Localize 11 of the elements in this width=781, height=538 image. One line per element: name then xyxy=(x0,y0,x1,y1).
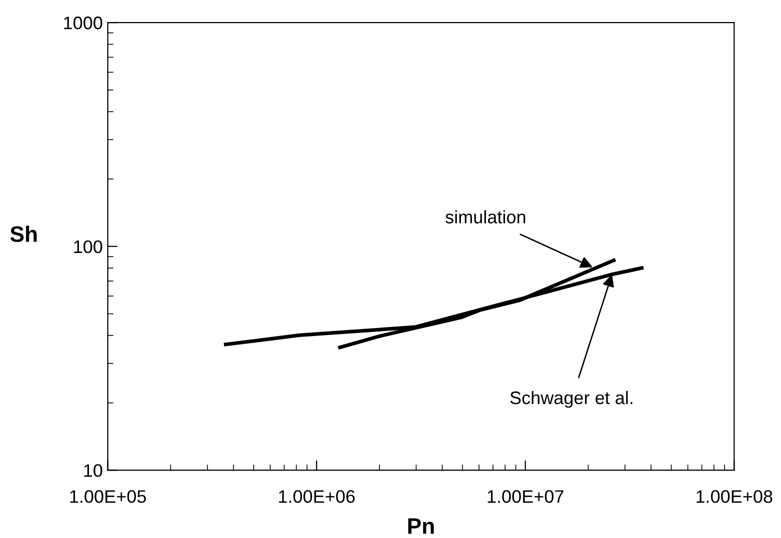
x-tick-label: 1.00E+08 xyxy=(696,490,772,503)
x-axis-title: Pn xyxy=(408,518,434,534)
annotation: Schwager et al. xyxy=(510,390,632,408)
x-tick-label: 1.00E+07 xyxy=(488,490,564,503)
x-tick-label: 1.00E+05 xyxy=(70,490,146,503)
y-tick-label: 1000 xyxy=(64,16,102,30)
y-axis-title: Sh xyxy=(10,226,37,242)
annotation: simulation xyxy=(446,210,526,224)
x-tick-label: 1.00E+06 xyxy=(279,490,355,503)
y-tick-label: 10 xyxy=(84,464,102,477)
y-tick-label: 100 xyxy=(74,240,102,254)
